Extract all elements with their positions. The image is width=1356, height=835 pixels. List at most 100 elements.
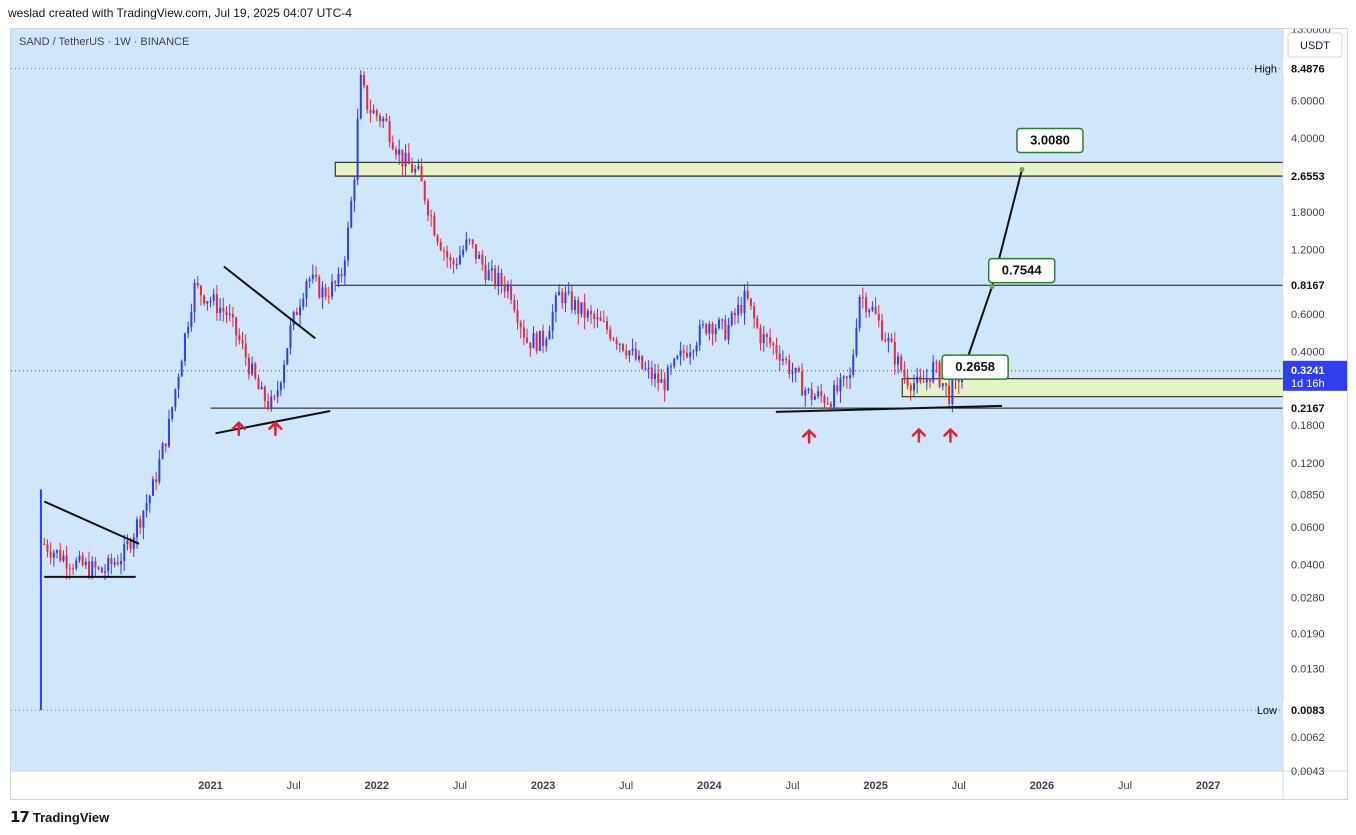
y-tick-label: 1.8000 (1291, 207, 1325, 219)
candle-body (426, 200, 429, 216)
candle-body (219, 307, 222, 314)
candle-body (944, 383, 947, 386)
candle-body (167, 418, 170, 447)
candle-body (222, 307, 225, 312)
candle-body (142, 510, 145, 528)
support-arrow-icon (801, 428, 817, 444)
time-axis[interactable]: 2021 Jul 2022 Jul 2023 Jul 2024 Jul 2025 Jul 2026 J… (198, 780, 1220, 792)
candle-body (836, 384, 839, 392)
candle-body (414, 168, 417, 173)
candle-body (135, 519, 138, 538)
candle-body (206, 301, 209, 304)
currency-button[interactable]: USDT (1287, 32, 1343, 58)
y-tick-label: 0.0062 (1291, 732, 1325, 744)
candle-body (340, 273, 343, 277)
y-tick-label: 0.0130 (1291, 664, 1325, 676)
candle-body (516, 310, 519, 323)
candle-body (91, 561, 94, 577)
candle-body (692, 351, 695, 353)
candle-body (276, 390, 279, 397)
candle-body (724, 319, 727, 340)
candle-body (423, 181, 426, 201)
candle-body (676, 356, 679, 359)
candle-body (669, 366, 672, 368)
candle-body (874, 306, 877, 314)
candle-body (81, 555, 84, 566)
candle-body (788, 359, 791, 374)
level-badge-0: 2.6553 (1291, 171, 1325, 183)
candle-body (583, 302, 586, 318)
candle-body (375, 110, 378, 116)
candle-body (353, 179, 356, 201)
candle-body (935, 362, 938, 364)
candle-body (324, 287, 327, 297)
candle-body (593, 314, 596, 320)
target-label-box (941, 354, 1009, 380)
candle-body (404, 152, 407, 167)
candle-body (580, 302, 583, 314)
last-price-badge-bg (1283, 360, 1347, 391)
candle-body (606, 321, 609, 330)
candle-body (110, 558, 113, 565)
footer-branding[interactable]: 𝟭𝟳 TradingView (10, 808, 109, 826)
candle-body (56, 550, 59, 553)
candle-body (749, 298, 752, 306)
attribution-text: weslad created with TradingView.com, Jul… (8, 6, 352, 20)
candle-body (263, 387, 266, 402)
candle-body (100, 567, 103, 573)
candle-body (331, 281, 334, 297)
candle-body (634, 348, 637, 360)
support-arrow-icon (911, 427, 927, 443)
candle-body (171, 407, 174, 419)
candle-body (928, 378, 931, 382)
candle-body (772, 343, 775, 345)
candle-body (698, 325, 701, 346)
candle-body (372, 110, 375, 114)
target-label-text: 0.7544 (1002, 263, 1043, 278)
candle-body (890, 338, 893, 343)
candle-body (68, 568, 71, 570)
candle-body (436, 235, 439, 243)
candle-body (190, 311, 193, 327)
candle-body (801, 371, 804, 396)
candle-body (596, 317, 599, 320)
candle-body (877, 313, 880, 321)
candle-body (446, 250, 449, 258)
tradingview-logo-icon: 𝟭𝟳 (10, 809, 30, 826)
candle-body (756, 318, 759, 328)
target-label-text: 0.2658 (955, 359, 995, 374)
candle-body (852, 354, 855, 375)
y-tick-label: 0.4000 (1291, 346, 1325, 358)
candle-body (535, 333, 538, 351)
candle-body (695, 345, 698, 352)
candle-body (909, 385, 912, 391)
high-badge: 8.4876 (1291, 63, 1325, 75)
candle-body (884, 339, 887, 342)
candle-body (663, 379, 666, 391)
candle-body (650, 367, 653, 379)
candle-body (897, 356, 900, 365)
candle-body (938, 362, 941, 387)
candle-body (72, 568, 75, 570)
candle-body (113, 562, 116, 565)
candle-body (385, 118, 388, 121)
candle-body (666, 367, 669, 391)
y-tick-label: 0.1800 (1291, 420, 1325, 432)
levels-layer (11, 67, 1283, 711)
candle-body (401, 149, 404, 167)
candle-body (238, 335, 241, 341)
candle-body (839, 378, 842, 392)
candle-body (337, 273, 340, 284)
candle-body (251, 363, 254, 375)
y-tick-label: 0.0850 (1291, 490, 1325, 502)
candle-body (359, 75, 362, 119)
target-label-box (1016, 127, 1084, 154)
candle-body (260, 387, 263, 390)
candle-body (452, 260, 455, 265)
candle-body (97, 567, 100, 569)
candle-body (561, 291, 564, 304)
candle-body (145, 503, 148, 511)
price-axis[interactable]: 13.00006.00004.00001.80001.20000.60000.4… (1254, 29, 1347, 778)
candle-body (590, 310, 593, 315)
